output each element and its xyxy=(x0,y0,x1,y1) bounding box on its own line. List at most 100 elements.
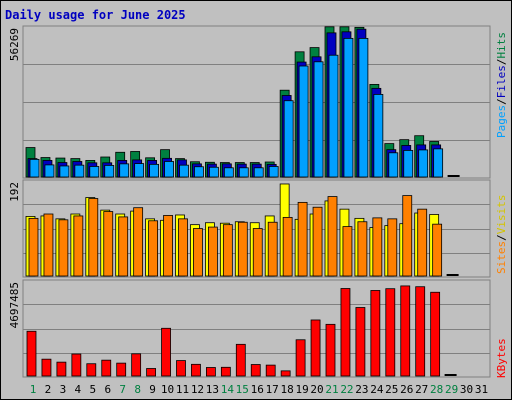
bar-bot-kbytes xyxy=(295,339,306,377)
x-tick-label: 7 xyxy=(119,383,126,396)
bar-mid-sites xyxy=(312,206,323,277)
bar-mid-sites xyxy=(357,221,368,277)
x-tick-label: 5 xyxy=(89,383,96,396)
x-tick-label: 6 xyxy=(104,383,111,396)
bar-bot-kbytes xyxy=(220,366,231,377)
x-tick-label: 2 xyxy=(45,383,52,396)
bar-mid-sites xyxy=(372,217,383,277)
bar-bot-kbytes xyxy=(430,291,441,377)
bar-bot-kbytes xyxy=(146,368,157,377)
bar-top-pages xyxy=(149,163,160,178)
bar-top-pages xyxy=(29,158,40,178)
bar-mid-sites xyxy=(237,221,248,277)
bar-mid-sites xyxy=(58,219,69,277)
bar-top-pages xyxy=(418,149,429,178)
bar-bot-kbytes xyxy=(235,343,246,377)
bar-top-pages xyxy=(238,167,249,178)
x-tick-label: 21 xyxy=(325,383,338,396)
x-tick-label: 17 xyxy=(266,383,279,396)
x-tick-label: 18 xyxy=(281,383,294,396)
bar-top-pages xyxy=(328,54,339,178)
x-tick-label: 25 xyxy=(385,383,398,396)
bar-mid-sites xyxy=(88,198,99,277)
bar-top-pages xyxy=(313,61,324,178)
panel-bot-background xyxy=(22,279,491,378)
bar-top-pages xyxy=(179,164,189,178)
x-tick-label: 16 xyxy=(251,383,264,396)
bar-bot-kbytes xyxy=(310,319,321,377)
x-tick-label: 28 xyxy=(430,383,443,396)
bar-mid-sites xyxy=(267,221,278,277)
legend-separator: / xyxy=(495,234,508,241)
legend-top: Pages/Files/Hits xyxy=(495,32,508,138)
bar-bot-kbytes xyxy=(71,353,82,377)
bar-bot-kbytes xyxy=(325,323,336,377)
bar-mid-sites xyxy=(387,218,398,277)
bar-bot-kbytes xyxy=(400,285,411,377)
bar-mid-sites xyxy=(28,217,39,277)
bar-mid-zero-marker xyxy=(446,274,459,276)
bar-top-pages xyxy=(433,148,444,178)
bar-bot-kbytes xyxy=(116,362,127,377)
bar-bot-kbytes xyxy=(131,353,142,377)
bar-top-pages xyxy=(253,167,264,178)
legend-pages: Pages xyxy=(495,105,508,138)
x-tick-label: 24 xyxy=(370,383,384,396)
bar-bot-kbytes xyxy=(86,363,97,377)
bar-top-pages xyxy=(59,165,70,178)
bar-bot-kbytes xyxy=(280,370,291,377)
bar-top-pages xyxy=(283,100,294,178)
bar-mid-sites xyxy=(222,224,233,277)
bar-bot-kbytes xyxy=(101,359,112,377)
bar-top-pages xyxy=(343,37,354,178)
bar-bot-kbytes xyxy=(370,290,381,377)
bar-bot-kbytes xyxy=(56,361,67,377)
x-tick-label: 26 xyxy=(400,383,413,396)
bar-bot-kbytes xyxy=(191,363,201,377)
bar-bot-zero-marker xyxy=(444,374,457,376)
bar-mid-sites xyxy=(163,215,173,277)
legend-files: Files xyxy=(495,65,508,98)
bar-top-pages xyxy=(403,150,414,178)
axis-max-label-top: 56269 xyxy=(8,28,21,61)
bar-top-pages xyxy=(119,163,130,178)
bar-top-pages xyxy=(134,163,145,178)
x-tick-label: 14 xyxy=(221,383,235,396)
bar-bot-kbytes xyxy=(205,367,216,377)
bar-bot-kbytes xyxy=(340,288,351,377)
x-tick-label: 9 xyxy=(149,383,156,396)
x-tick-label: 8 xyxy=(134,383,141,396)
bar-top-pages xyxy=(268,166,279,178)
labels-layer: 562691924697485Pages/Files/HitsSites/Vis… xyxy=(8,28,508,396)
bar-top-zero-marker xyxy=(447,175,460,177)
bar-top-pages xyxy=(104,165,115,178)
bar-top-pages xyxy=(358,37,369,178)
bar-bot-kbytes xyxy=(176,360,186,377)
x-tick-label: 23 xyxy=(355,383,368,396)
bar-mid-sites xyxy=(297,201,308,277)
bar-top-pages xyxy=(164,161,174,178)
bar-mid-sites xyxy=(148,220,159,277)
bar-bot-kbytes xyxy=(415,286,426,377)
bar-bot-kbytes xyxy=(161,327,171,377)
legend-bot: KBytes xyxy=(495,338,508,378)
legend-separator: / xyxy=(495,59,508,66)
bar-bot-kbytes xyxy=(385,288,396,377)
bar-mid-sites xyxy=(43,213,54,277)
x-tick-label: 12 xyxy=(191,383,204,396)
panels-layer xyxy=(22,25,491,378)
x-tick-label: 1 xyxy=(30,383,37,396)
x-tick-label: 20 xyxy=(310,383,323,396)
bar-top-pages xyxy=(298,65,309,178)
bar-top-pages xyxy=(89,166,100,178)
bar-mid-sites xyxy=(118,216,129,277)
bar-mid-sites xyxy=(133,207,144,277)
x-tick-label: 11 xyxy=(176,383,189,396)
bar-mid-sites xyxy=(73,215,84,277)
bar-bot-kbytes xyxy=(41,358,52,377)
legend-mid: Sites/Visits xyxy=(495,195,508,275)
bar-top-pages xyxy=(194,166,204,178)
bar-top-pages xyxy=(223,167,234,178)
axis-max-label-mid: 192 xyxy=(8,182,21,202)
